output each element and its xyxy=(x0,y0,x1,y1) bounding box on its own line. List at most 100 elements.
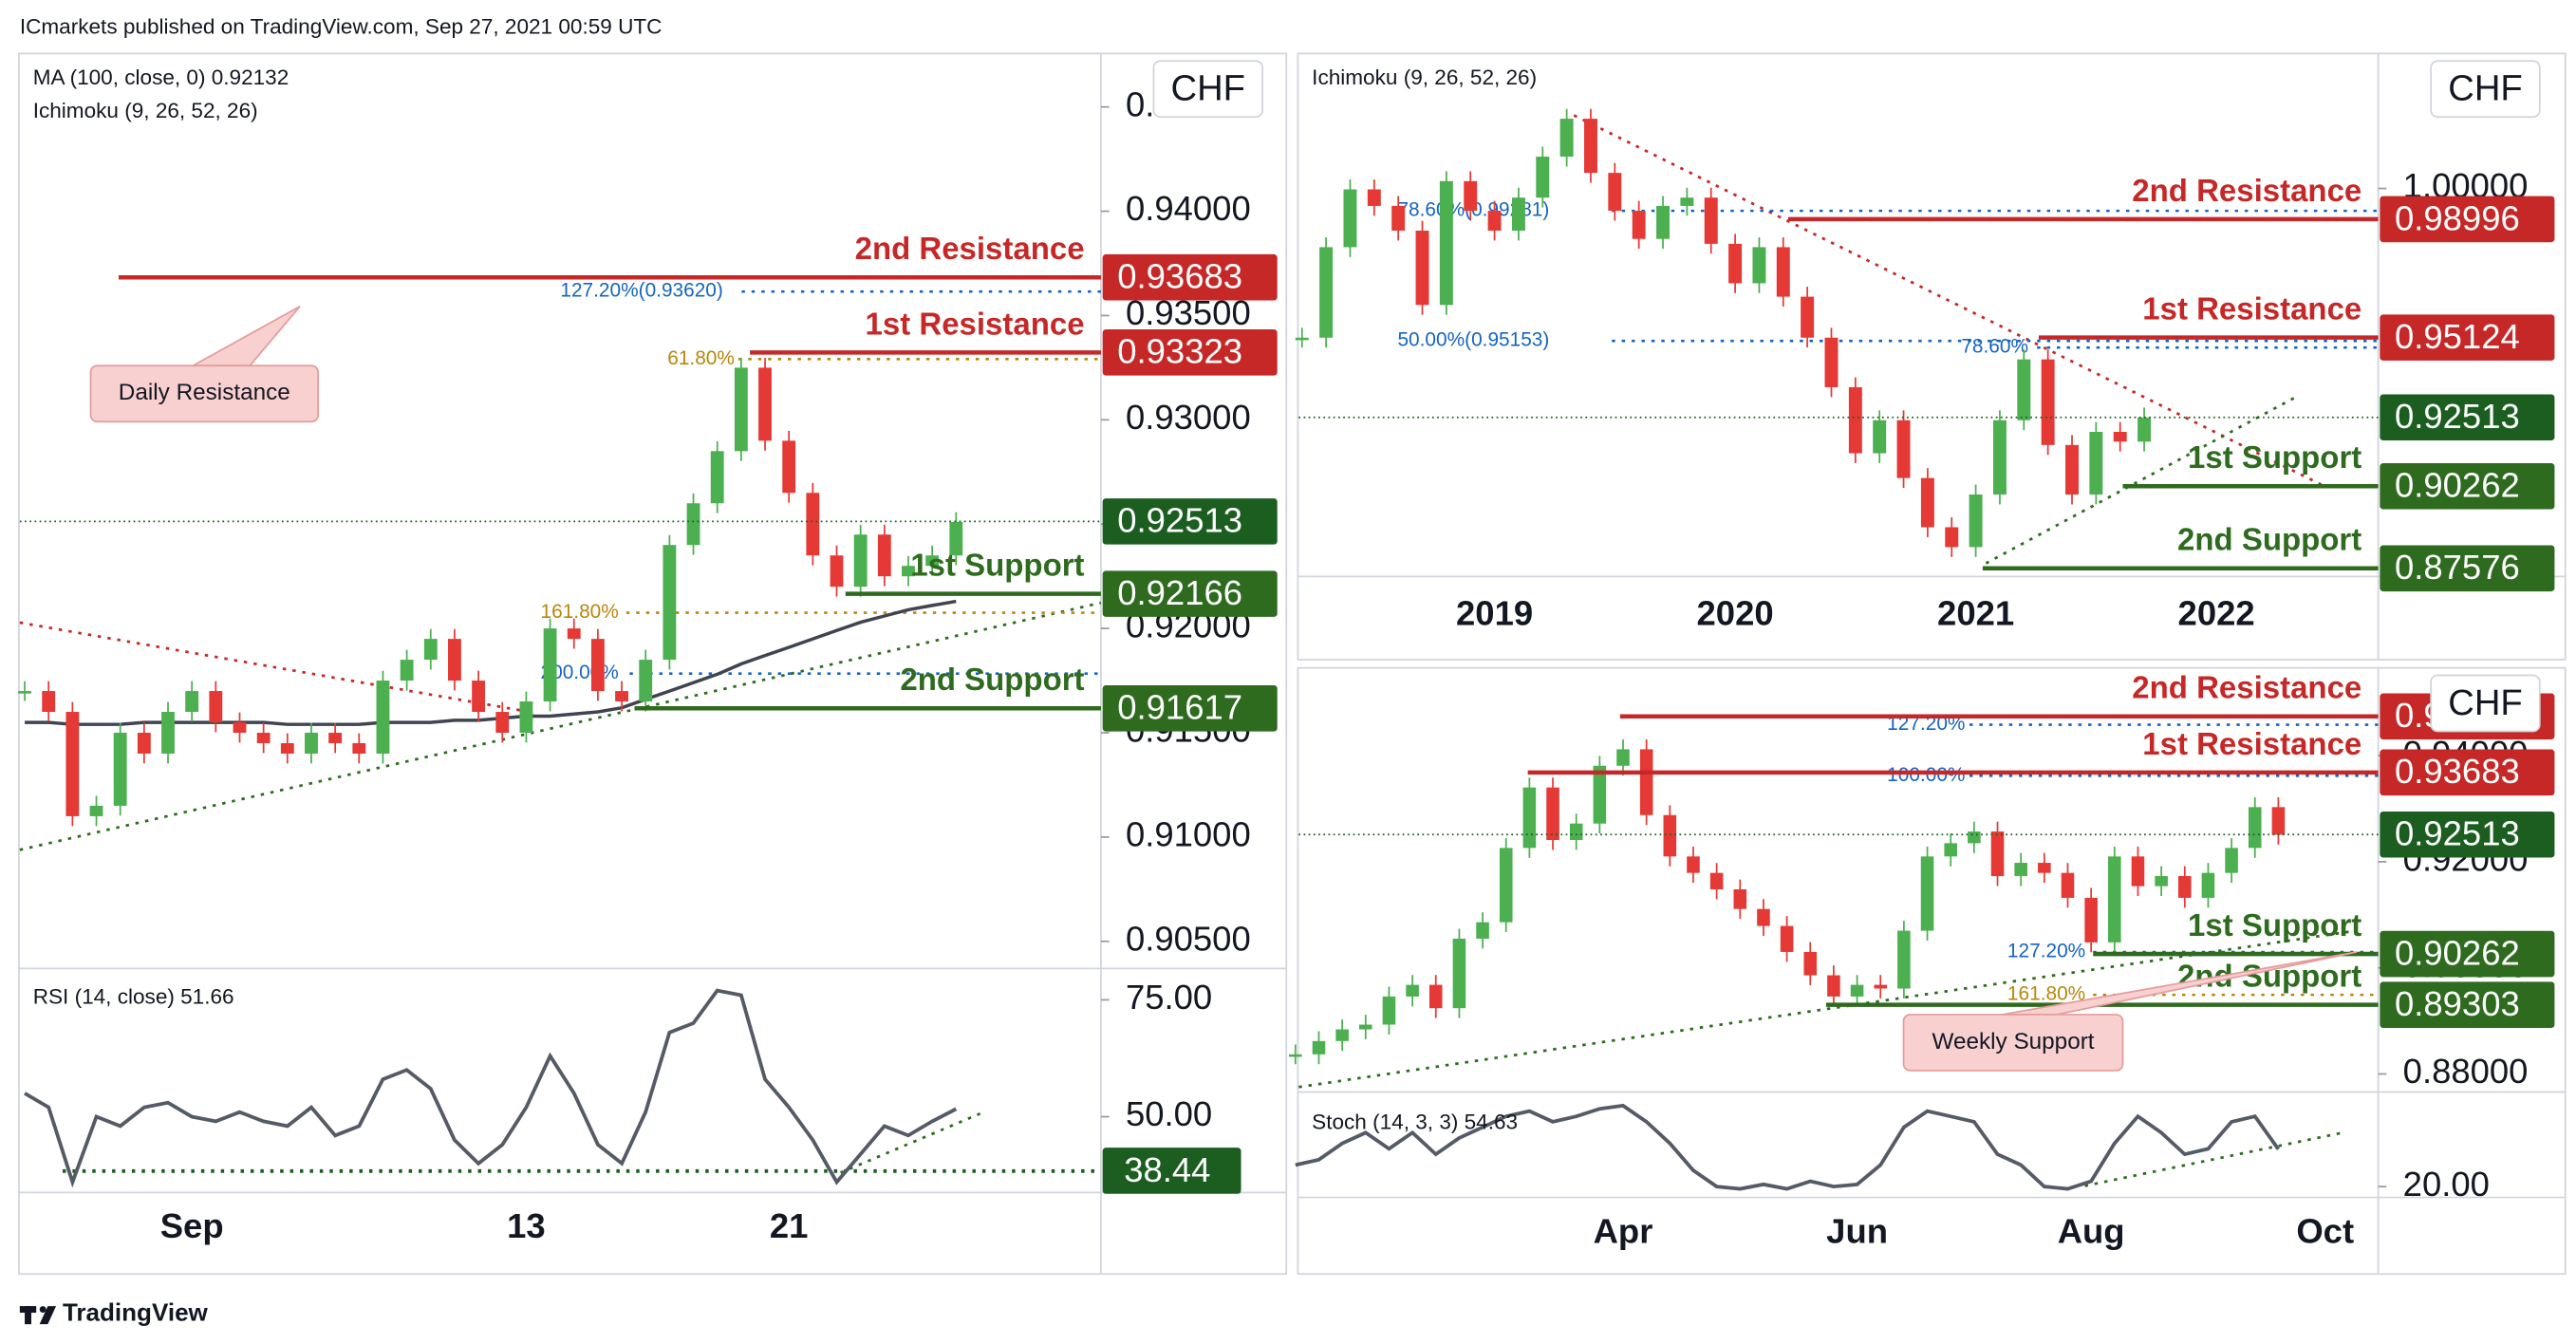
candle xyxy=(185,691,199,713)
candle xyxy=(1704,197,1718,244)
x-tick-label: 2020 xyxy=(1697,594,1774,633)
candle xyxy=(1990,831,2005,877)
candle xyxy=(853,534,868,588)
candle xyxy=(1969,495,1983,548)
candle xyxy=(2225,848,2238,873)
price-badge-label: 0.91617 xyxy=(1117,688,1242,727)
fib-label: 50.00%(0.95153) xyxy=(1397,329,1549,351)
fib-label: 100.00% xyxy=(1887,764,1965,786)
price-badge xyxy=(1102,498,1278,545)
candle xyxy=(1733,888,1747,909)
level-label: 2nd Resistance xyxy=(855,231,1085,266)
candle xyxy=(137,733,151,754)
currency-label: CHF xyxy=(2448,68,2522,109)
candle xyxy=(280,742,294,754)
candle xyxy=(1803,951,1818,976)
price-badge xyxy=(2380,811,2555,858)
publish-info: ICmarkets published on TradingView.com, … xyxy=(20,14,663,38)
level-label: 1st Support xyxy=(2188,907,2361,943)
x-tick-label: 13 xyxy=(507,1206,546,1245)
candle xyxy=(615,691,628,702)
price-badge-label: 0.92513 xyxy=(2395,814,2520,853)
trendline xyxy=(19,621,528,714)
y-tick-label: 0.93000 xyxy=(1126,398,1251,437)
price-badge-label: 0.89303 xyxy=(2395,984,2520,1023)
candle xyxy=(567,628,581,640)
candle xyxy=(1546,787,1559,841)
candle xyxy=(1367,189,1381,206)
price-badge-label: 0.95124 xyxy=(2395,317,2520,356)
x-tick-label: 21 xyxy=(770,1206,809,1245)
oscillator-label: Stoch (14, 3, 3) 54.63 xyxy=(1312,1110,1518,1133)
candle xyxy=(2089,431,2103,495)
candle xyxy=(1343,189,1357,248)
candle xyxy=(2108,856,2121,943)
candle xyxy=(1944,843,1957,857)
oscillator-badge xyxy=(1102,1148,1241,1194)
candle xyxy=(1656,205,1671,239)
candle xyxy=(902,566,915,577)
candle xyxy=(376,681,390,754)
candle xyxy=(1632,211,1646,239)
candle xyxy=(209,691,223,723)
x-tick-label: 2021 xyxy=(1937,594,2014,633)
candle xyxy=(1593,765,1607,824)
candle xyxy=(2137,417,2152,442)
candle xyxy=(1945,527,1959,548)
candle xyxy=(1920,856,1934,931)
candle xyxy=(1312,1040,1326,1055)
trendline xyxy=(2084,1131,2341,1187)
ma-line xyxy=(25,599,957,726)
candle xyxy=(42,691,56,713)
candle xyxy=(1896,420,1911,478)
x-tick-label: Apr xyxy=(1594,1211,1653,1250)
x-tick-label: Aug xyxy=(2058,1211,2125,1250)
level-label: 2nd Resistance xyxy=(2132,173,2361,208)
candle xyxy=(2014,863,2027,877)
price-badge xyxy=(2380,930,2555,978)
indicator-label: MA (100, close, 0) 0.92132 xyxy=(33,65,289,89)
fib-label: 78.60% xyxy=(1961,336,2028,358)
candle xyxy=(1406,984,1419,997)
candle xyxy=(65,712,80,816)
candle xyxy=(18,691,31,694)
candle xyxy=(448,639,461,681)
candle xyxy=(1776,247,1790,297)
callout-box xyxy=(89,364,319,423)
candle xyxy=(1616,749,1630,766)
candle xyxy=(519,701,533,734)
candle xyxy=(1391,205,1406,232)
oscillator-label: RSI (14, close) 51.66 xyxy=(33,985,234,1009)
price-badge-label: 0.92513 xyxy=(1117,501,1242,540)
currency-box xyxy=(2430,674,2541,733)
candle xyxy=(495,712,510,734)
candle xyxy=(1464,180,1478,212)
frames xyxy=(18,52,2567,1276)
candle xyxy=(1709,872,1724,889)
candle xyxy=(1415,231,1429,306)
candle xyxy=(2248,807,2262,849)
level-label: 2nd Support xyxy=(900,662,1084,697)
currency-label: CHF xyxy=(2448,682,2522,723)
candle xyxy=(1897,930,1911,989)
logo-mark xyxy=(39,1306,57,1325)
price-badge-label: 0.92166 xyxy=(1117,573,1242,612)
candle xyxy=(472,681,486,713)
currency-label: CHF xyxy=(1171,68,1245,109)
callout-text: Weekly Support xyxy=(1932,1029,2094,1055)
candle xyxy=(1382,996,1396,1025)
level-label: 2nd Resistance xyxy=(2132,670,2361,705)
price-badge xyxy=(2380,394,2555,441)
callout-box xyxy=(1902,1014,2124,1072)
x-tick-label: Sep xyxy=(160,1206,224,1245)
y-tick-label: 0.90500 xyxy=(1126,919,1251,958)
price-badge-label: 0.93323 xyxy=(1117,332,1242,371)
candle xyxy=(2041,359,2055,445)
level-label: 1st Resistance xyxy=(866,306,1085,341)
price-badge-label: 0.92513 xyxy=(2395,397,2520,436)
candle xyxy=(1511,197,1525,232)
price-badge-label: 0.98996 xyxy=(2395,198,2520,237)
candle xyxy=(1559,119,1574,158)
trendline xyxy=(1573,114,2324,488)
